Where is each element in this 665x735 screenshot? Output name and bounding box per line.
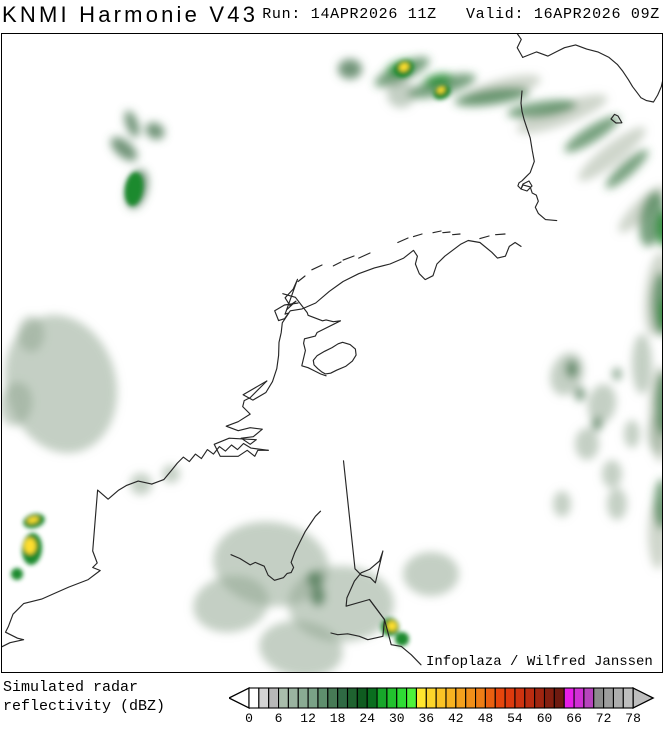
svg-text:12: 12: [300, 711, 316, 724]
svg-text:54: 54: [507, 711, 523, 724]
svg-text:48: 48: [478, 711, 494, 724]
svg-text:0: 0: [245, 711, 253, 724]
svg-text:72: 72: [596, 711, 612, 724]
svg-text:66: 66: [566, 711, 582, 724]
svg-text:78: 78: [625, 711, 641, 724]
svg-text:60: 60: [537, 711, 553, 724]
svg-text:6: 6: [275, 711, 283, 724]
svg-text:18: 18: [330, 711, 346, 724]
svg-text:42: 42: [448, 711, 464, 724]
svg-text:24: 24: [359, 711, 375, 724]
svg-text:36: 36: [418, 711, 434, 724]
svg-text:30: 30: [389, 711, 405, 724]
